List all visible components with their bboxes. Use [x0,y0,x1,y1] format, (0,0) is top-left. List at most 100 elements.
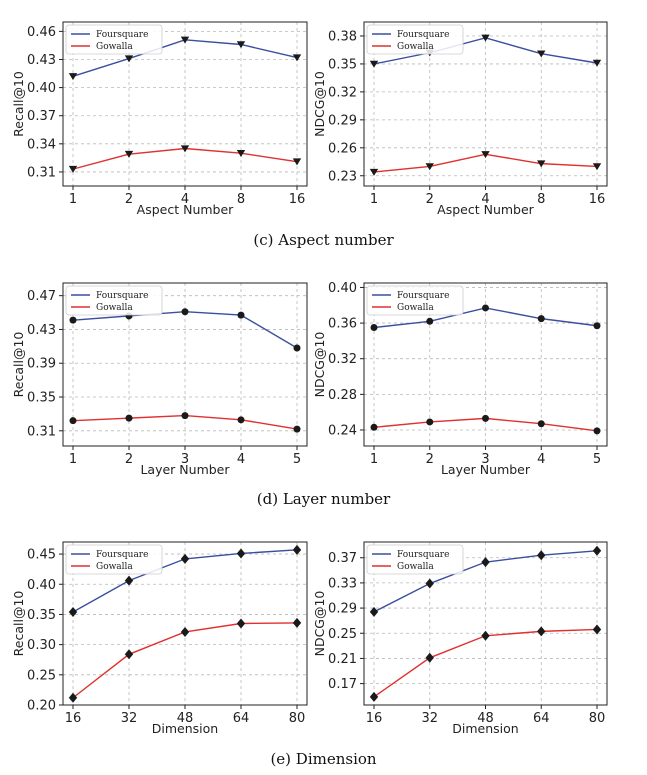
data-point [69,316,77,324]
y-axis-label: NDCG@10 [312,332,327,398]
chart-4: 1 2 3 4 5 0.24 0.28 0.32 0.36 0.40 Layer Number NDC… [312,281,608,477]
x-tick-label: 4 [181,192,189,207]
x-tick-label: 4 [537,452,545,467]
data-point [124,150,134,158]
y-tick-label: 0.46 [27,25,56,40]
x-tick-label: 2 [125,192,133,207]
data-point [593,427,601,435]
legend-label: Foursquare [96,30,148,40]
data-point [481,630,490,641]
legend-label: Foursquare [397,30,449,40]
legend-box [65,544,163,575]
x-axis-label: Aspect Number [437,202,535,217]
data-point [69,417,77,425]
y-tick-label: 0.29 [328,602,357,617]
x-tick-label: 32 [421,711,438,726]
y-tick-label: 0.20 [27,699,56,714]
data-point [537,550,546,561]
data-point [370,423,378,431]
data-point [180,626,190,637]
data-point [592,59,602,67]
legend-label: Foursquare [397,550,449,560]
x-tick-label: 1 [370,192,378,207]
y-tick-label: 0.36 [328,317,357,332]
legend-label: Gowalla [96,562,133,572]
y-tick-label: 0.35 [27,391,56,406]
x-tick-label: 16 [289,192,306,207]
y-tick-label: 0.43 [27,323,56,338]
x-tick-label: 16 [65,711,82,726]
x-tick-label: 80 [589,711,606,726]
legend: Foursquare Gowalla [366,285,464,316]
x-tick-label: 80 [289,711,306,726]
y-tick-label: 0.24 [328,423,357,438]
y-tick-label: 0.31 [27,165,56,180]
y-tick-label: 0.30 [27,638,56,653]
data-point [181,308,189,316]
y-axis-label: Recall@10 [11,332,26,398]
data-point [369,606,379,617]
data-point [125,414,133,422]
data-point [482,304,489,312]
legend: Foursquare Gowalla [65,544,163,575]
legend: Foursquare Gowalla [65,24,163,55]
y-tick-label: 0.28 [328,388,357,403]
data-point [537,315,545,323]
data-point [537,420,545,428]
data-point [369,691,379,702]
data-point [236,548,246,559]
legend-box [366,285,464,316]
y-tick-label: 0.40 [27,81,56,96]
y-tick-label: 0.25 [27,668,56,683]
chart-2: 1 2 4 8 16 0.23 0.26 0.29 0.32 0.35 0.38 Aspect Num… [312,21,608,217]
legend-box [366,24,464,55]
data-point [592,624,602,635]
y-tick-label: 0.35 [328,57,357,72]
data-point [236,41,246,49]
data-point [68,165,78,173]
data-point [237,416,245,424]
legend: Foursquare Gowalla [366,544,464,575]
data-point [369,168,379,176]
y-tick-label: 0.37 [27,109,56,124]
x-axis-label: Layer Number [140,462,230,477]
x-tick-label: 2 [125,452,133,467]
x-tick-label: 3 [481,452,489,467]
x-tick-label: 3 [181,452,189,467]
x-tick-label: 1 [69,192,77,207]
chart-6: 16 32 48 64 80 0.17 0.21 0.25 0.29 0.33 0.37 Dimens… [312,541,608,736]
legend-label: Gowalla [397,42,434,52]
y-tick-label: 0.37 [328,551,357,566]
caption-layer-number: (d) Layer number [256,490,391,508]
data-point [180,36,190,44]
x-tick-label: 5 [593,452,601,467]
y-tick-label: 0.39 [27,357,56,372]
y-tick-label: 0.23 [328,169,357,184]
y-tick-label: 0.32 [328,352,357,367]
x-axis-label: Layer Number [441,462,531,477]
data-point [292,158,302,166]
data-point [180,553,190,564]
data-point [481,151,490,159]
y-tick-label: 0.40 [27,578,56,593]
x-tick-label: 2 [426,452,434,467]
data-point [425,652,434,663]
y-axis-label: NDCG@10 [312,71,327,137]
data-point [68,692,78,703]
y-axis-label: NDCG@10 [312,591,327,657]
data-point [124,649,134,660]
y-axis-label: Recall@10 [11,71,26,137]
caption-aspect-number: (c) Aspect number [253,231,394,249]
x-axis-label: Dimension [152,721,218,736]
legend-label: Gowalla [397,562,434,572]
data-point [237,311,245,319]
y-tick-label: 0.45 [27,548,56,563]
x-tick-label: 1 [69,452,77,467]
y-tick-label: 0.32 [328,85,357,100]
data-point [482,414,489,422]
legend-label: Gowalla [96,303,133,313]
y-tick-label: 0.34 [27,137,56,152]
y-tick-label: 0.35 [27,608,56,623]
x-tick-label: 8 [537,192,545,207]
y-tick-label: 0.29 [328,113,357,128]
